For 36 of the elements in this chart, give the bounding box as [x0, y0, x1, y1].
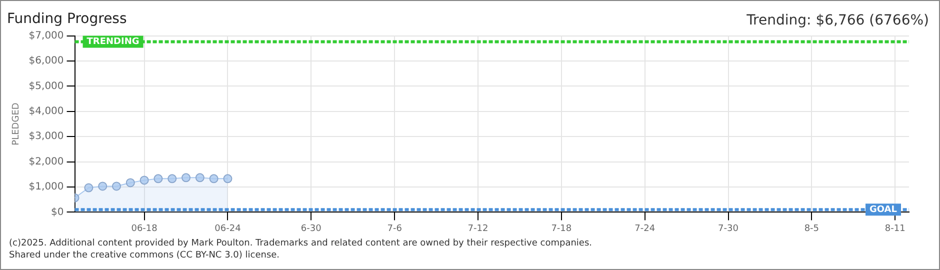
- x-tick-label: 8-5: [804, 224, 820, 234]
- point: [154, 174, 163, 184]
- x-tick-label: 06-18: [131, 224, 158, 234]
- y-tick-label: $4,000: [28, 106, 64, 117]
- point: [182, 173, 191, 182]
- point: [98, 182, 108, 191]
- y-tick-label: $7,000: [28, 30, 64, 42]
- point: [112, 182, 121, 191]
- x-tick-label: 7-24: [634, 224, 656, 234]
- x-tick-label: 06-24: [214, 224, 242, 234]
- text: (c)2025. Additional content provided by Mark Poulton. Trademarks and related content are owned by their respective companies.: [9, 238, 592, 248]
- text: Shared under the creative commons (CC BY-NC 3.0) license.: [9, 250, 280, 260]
- point: [140, 176, 149, 185]
- point: [195, 173, 204, 182]
- ref-line-label: TRENDING: [86, 37, 140, 48]
- y-tick-label: $6,000: [28, 56, 64, 67]
- y-tick-label: $0: [51, 206, 64, 218]
- ref-line-label: GOAL: [870, 205, 898, 216]
- x-tick-label: 7-30: [718, 224, 739, 234]
- y-tick-label: $2,000: [28, 156, 64, 168]
- point: [168, 174, 177, 184]
- point: [84, 183, 94, 192]
- x-tick-label: 7-18: [551, 224, 572, 234]
- y-tick-label: $3,000: [28, 131, 64, 142]
- chart-title: Funding Progress: [7, 11, 127, 28]
- point: [209, 174, 218, 184]
- y-axis-title: PLEDGED: [12, 102, 22, 146]
- point: [126, 178, 135, 188]
- y-tick-label: $5,000: [28, 80, 64, 92]
- x-tick-label: 7-12: [468, 224, 488, 234]
- x-tick-label: 8-11: [884, 224, 906, 234]
- y-tick-label: $1,000: [28, 182, 64, 193]
- x-tick-label: 7-6: [387, 224, 402, 234]
- point: [223, 174, 232, 184]
- text: Trending: $6,766 (6766%): [746, 12, 929, 29]
- x-tick-label: 6-30: [300, 224, 322, 234]
